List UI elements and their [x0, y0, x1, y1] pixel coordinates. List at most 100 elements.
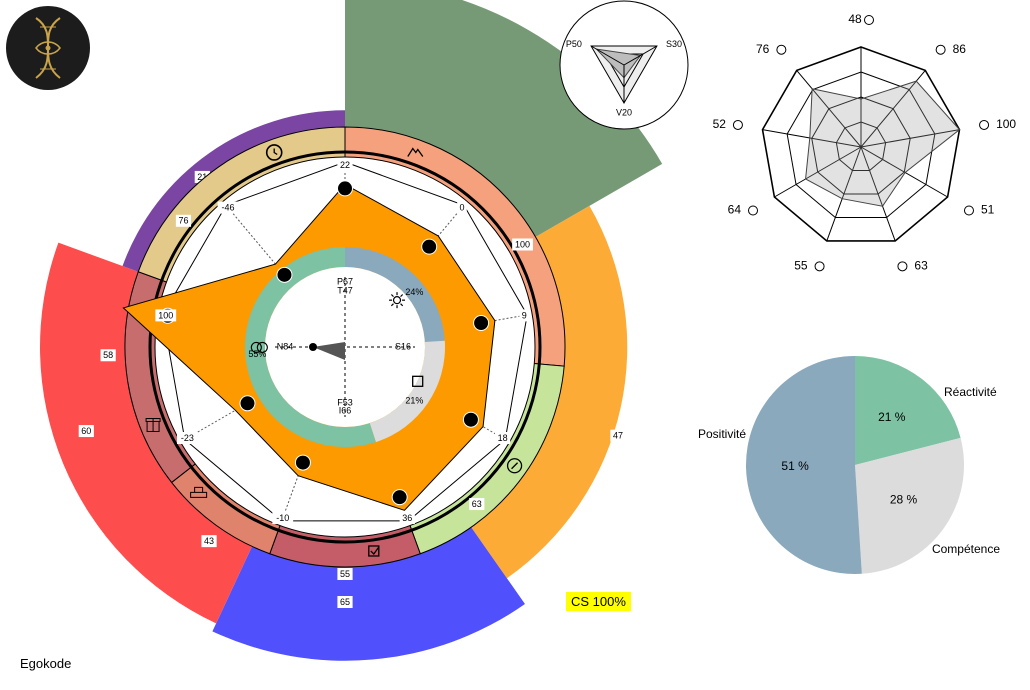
pie-name-2: Compétence — [932, 542, 1000, 556]
ring-segment-label-2: 63 — [472, 499, 482, 509]
inner-ring-segment-1[interactable] — [345, 247, 445, 342]
inner-ring-label-1: 24% — [405, 287, 423, 297]
ring-segment-label-4: 43 — [204, 536, 214, 546]
large-radar-axis — [774, 146, 862, 198]
blocks-icon — [897, 261, 908, 272]
center-label-n84: N84 — [277, 341, 294, 351]
outer-sector-label-2: 47 — [613, 431, 623, 441]
center-label-t47: T47 — [337, 285, 353, 295]
rings-icon — [250, 341, 262, 353]
pie-value-2: 28 % — [890, 492, 918, 506]
spoke-value-1-bg — [457, 201, 467, 214]
center-label-f53: F53 — [337, 397, 353, 407]
large-radar-axis — [762, 129, 862, 148]
pie-name-1: Réactivité — [944, 385, 997, 399]
ring-segment-label-1-bg — [512, 238, 533, 251]
outer-sector-label-4-bg — [78, 425, 94, 438]
center-indicator — [313, 342, 345, 360]
sun-ray — [390, 294, 394, 298]
ring-segment-label-6: 76 — [178, 216, 188, 226]
large-radar-label-5: 63 — [914, 259, 928, 273]
outer-sector-label-5: 21 — [197, 172, 207, 182]
inner-ring-segment-2[interactable] — [369, 340, 446, 443]
spoke-value-8: -46 — [222, 202, 235, 212]
sun-ray — [390, 303, 394, 307]
sun-icon — [392, 296, 402, 305]
spoke-value-6: -23 — [181, 433, 194, 443]
ring-segment-label-2-bg — [469, 498, 485, 511]
recycle-icon — [748, 205, 759, 216]
people-icon — [864, 15, 874, 25]
large-radar-label-2: 86 — [953, 42, 967, 56]
clock-hands — [273, 148, 278, 156]
bulb-icon — [979, 119, 990, 130]
center-label-s16: S16 — [395, 341, 411, 351]
logo[interactable] — [6, 6, 90, 90]
spoke-node-6[interactable] — [239, 395, 256, 412]
inner-ring-label-2: 21% — [405, 396, 423, 406]
gift-icon — [145, 418, 161, 433]
large-radar-grid-1 — [835, 121, 887, 171]
spoke-node-4[interactable] — [391, 489, 408, 506]
spoke-value-8-bg — [217, 201, 239, 214]
clock-icon — [265, 144, 283, 161]
ring-border — [148, 150, 542, 544]
inner-ring-label-3: 55% — [248, 349, 266, 359]
spoke-value-3: 18 — [498, 433, 508, 443]
spoke-node-number-9: 9 — [342, 183, 347, 193]
spoke-node-1[interactable] — [421, 238, 438, 255]
spoke-node-number-6: 6 — [245, 398, 250, 408]
pie-value-1: 21 % — [878, 410, 906, 424]
outer-sector-label-2-bg — [610, 429, 626, 442]
large-radar-label-3: 100 — [996, 117, 1016, 131]
wrench-icon — [776, 44, 787, 55]
spoke-value-4: 36 — [402, 513, 412, 523]
spoke-value-4-bg — [399, 512, 415, 525]
ring-segment-label-6-bg — [175, 214, 192, 227]
compass-needle — [511, 462, 519, 470]
large-radar-label-1: 48 — [848, 12, 862, 26]
magnifier-icon — [732, 119, 743, 130]
spoke-node-number-1: 1 — [427, 242, 432, 252]
large-radar-label-7: 64 — [728, 203, 742, 217]
rings-icon-second — [256, 341, 268, 353]
large-radar-values — [805, 80, 961, 207]
outer-sector-1[interactable] — [345, 0, 663, 247]
spoke-node-5[interactable] — [294, 454, 311, 471]
large-radar-axis — [860, 146, 948, 198]
network-icon — [814, 261, 825, 272]
checkbox-icon — [368, 545, 380, 557]
rocket-icon — [963, 205, 974, 216]
large-radar-label-8: 52 — [713, 117, 727, 131]
outer-sector-label-3-bg — [337, 596, 353, 608]
center-label-p67: P67 — [337, 276, 353, 286]
spoke-value-2: 9 — [522, 310, 527, 320]
ring-segment-label-5-bg — [100, 349, 116, 362]
large-radar-axis — [860, 70, 926, 148]
spoke-node-number-4: 4 — [397, 492, 402, 502]
spoke-node-9[interactable] — [337, 180, 353, 197]
spoke-node-8[interactable] — [276, 266, 293, 283]
large-radar-grid-4 — [761, 46, 961, 242]
spoke-node-number-5: 5 — [300, 457, 305, 467]
inner-ring-segment-3[interactable] — [244, 247, 376, 447]
pie-slice-2[interactable] — [855, 437, 964, 574]
cs-badge: CS 100% — [566, 592, 631, 611]
spoke-node-number-3: 3 — [468, 415, 473, 425]
spoke-node-number-2: 2 — [479, 318, 484, 328]
ring-segment-label-3: 55 — [340, 569, 350, 579]
large-radar-label-9: 76 — [756, 42, 770, 56]
spoke-value-7: 100 — [158, 310, 173, 320]
pie-name-3: Positivité — [698, 427, 746, 441]
spoke-node-3[interactable] — [462, 411, 479, 428]
pie-slice-3[interactable] — [745, 356, 862, 574]
small-radar-label-v20: V20 — [616, 107, 632, 117]
spoke-value-7-bg — [155, 309, 177, 322]
spoke-node-2[interactable] — [473, 315, 490, 332]
sun-ray — [400, 303, 404, 307]
large-radar-axis — [826, 146, 862, 242]
outer-sector-label-4: 60 — [81, 426, 91, 436]
spoke-value-2-bg — [519, 309, 530, 322]
pie-slice-1[interactable] — [855, 356, 961, 465]
